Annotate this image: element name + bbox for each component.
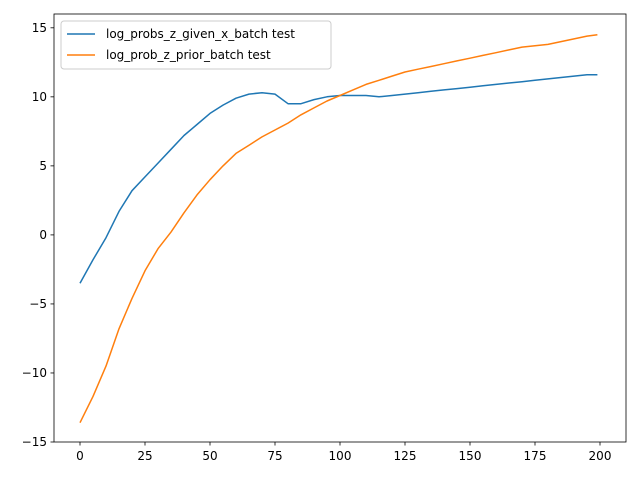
y-tick-label: −15 <box>22 435 47 449</box>
y-tick-label: −10 <box>22 366 47 380</box>
x-tick-label: 50 <box>202 449 217 463</box>
x-tick-label: 175 <box>524 449 547 463</box>
legend-label-1: log_probs_z_given_x_batch test <box>106 27 295 41</box>
x-tick-label: 100 <box>329 449 352 463</box>
legend-box <box>60 20 332 70</box>
y-tick-label: 10 <box>32 90 47 104</box>
x-tick-label: 150 <box>459 449 482 463</box>
x-tick-label: 125 <box>394 449 417 463</box>
x-tick-label: 200 <box>589 449 612 463</box>
y-tick-label: −5 <box>29 297 47 311</box>
series-line-2 <box>79 33 598 424</box>
y-tick-label: 0 <box>39 228 47 242</box>
legend-label-2: log_prob_z_prior_batch test <box>106 48 271 62</box>
plot-area <box>54 14 626 442</box>
axes-layer: 0 25 50 75 100 125 150 175 200 −15 −10 −5 0 5 10 15 <box>22 13 627 463</box>
series-layer <box>79 33 598 424</box>
x-tick-label: 0 <box>76 449 84 463</box>
legend: log_probs_z_given_x_batch test log_prob_z… <box>60 20 332 70</box>
y-tick-label: 15 <box>32 21 47 35</box>
x-tick-label: 25 <box>137 449 152 463</box>
x-tick-label: 75 <box>267 449 282 463</box>
y-tick-label: 5 <box>39 159 47 173</box>
